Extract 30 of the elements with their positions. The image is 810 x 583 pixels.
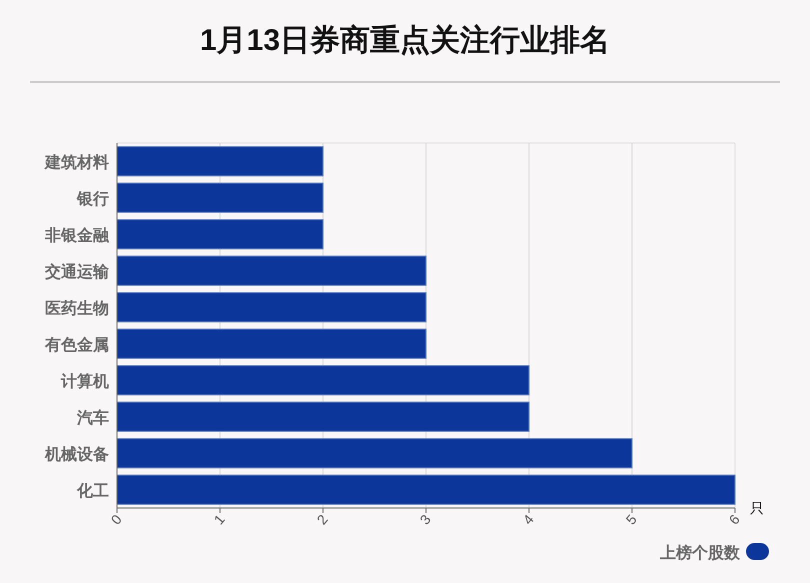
x-tick-label: 6 — [726, 511, 743, 528]
bar — [116, 474, 736, 505]
bar — [116, 365, 530, 396]
y-tick-label: 计算机 — [60, 372, 109, 390]
bar — [116, 182, 324, 213]
chart-title: 1月13日券商重点关注行业排名 — [200, 23, 610, 57]
y-tick-label: 非银金融 — [44, 226, 110, 244]
x-tick-label: 2 — [314, 511, 331, 528]
bar — [116, 402, 530, 432]
x-axis-title: 只 — [750, 500, 764, 516]
bar — [116, 438, 632, 468]
y-tick-label: 银行 — [76, 190, 109, 208]
y-tick-label: 化工 — [76, 482, 109, 500]
bar — [116, 146, 324, 176]
bar — [116, 328, 426, 359]
y-tick-label: 医药生物 — [45, 299, 109, 318]
x-tick-label: 4 — [520, 511, 537, 528]
bar — [116, 219, 324, 250]
x-tick-label: 3 — [416, 511, 434, 528]
bar — [116, 292, 426, 322]
legend-label: 上榜个股数 — [659, 544, 741, 562]
bar — [116, 256, 426, 286]
y-tick-label: 有色金属 — [44, 336, 109, 354]
y-tick-label: 建筑材料 — [43, 153, 109, 172]
x-tick-label: 0 — [108, 511, 125, 528]
y-tick-label: 交通运输 — [44, 262, 110, 281]
y-tick-label: 汽车 — [76, 408, 109, 427]
x-tick-label: 5 — [622, 511, 640, 528]
y-tick-label: 机械设备 — [44, 445, 109, 464]
x-tick-label: 1 — [210, 511, 228, 528]
